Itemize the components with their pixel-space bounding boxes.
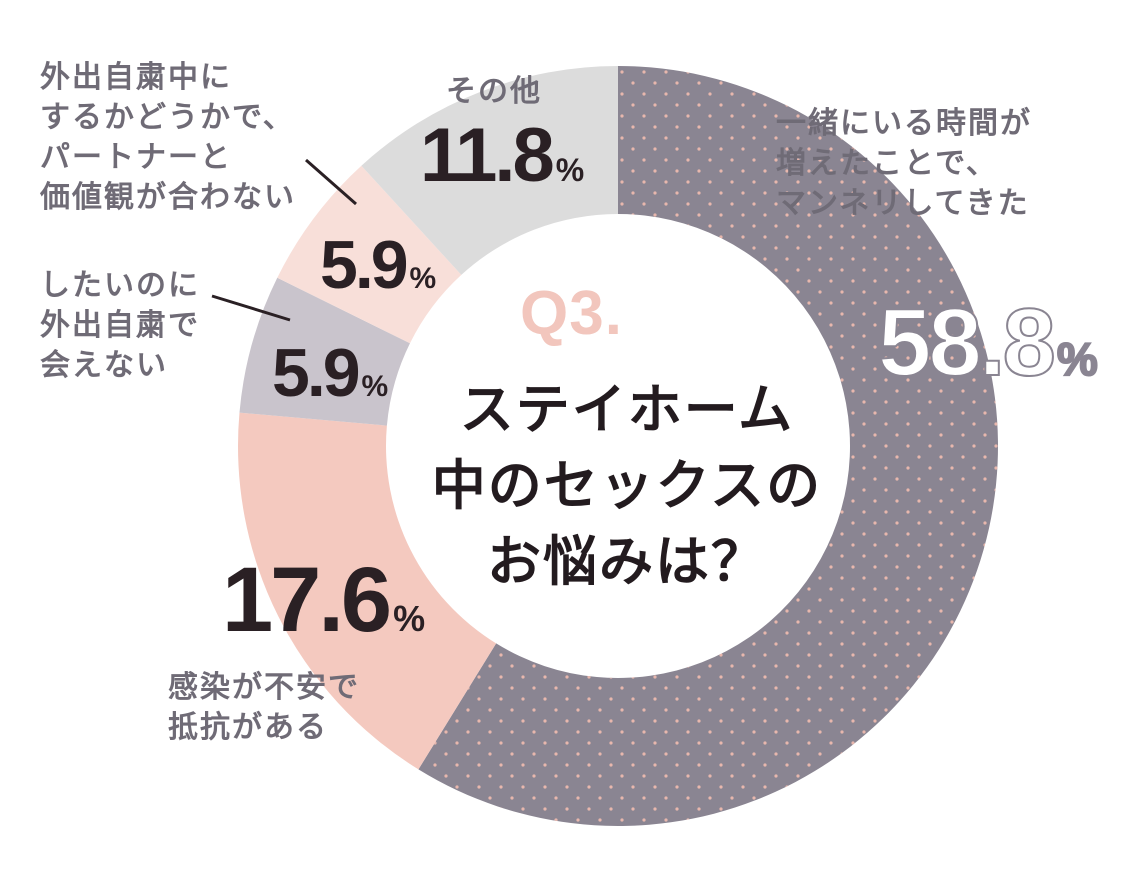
slice-label-other: その他 xyxy=(446,74,542,109)
slice-value-infection-anxiety: 17.6% xyxy=(222,548,425,653)
slice-other xyxy=(361,66,618,275)
donut-hole xyxy=(388,216,848,676)
percent-unit: % xyxy=(1056,332,1099,386)
slice-value-mannerism-number: 58.8 xyxy=(877,288,1057,397)
percent-unit: % xyxy=(555,152,585,188)
percent-unit: % xyxy=(393,598,426,639)
question-number: Q3. xyxy=(520,279,623,348)
slice-value-values-differ-number: 5.9 xyxy=(320,227,409,303)
slice-value-values-differ: 5.9% xyxy=(320,226,436,304)
slice-values-differ xyxy=(277,165,462,344)
slice-label-values-differ: 外出自粛中に するかどうかで、 パートナーと 価値観が合わない xyxy=(40,60,296,215)
chart-title: ステイホーム 中のセックスの お悩みは？ xyxy=(431,378,823,593)
slice-value-mannerism: 58.8% xyxy=(877,288,1099,398)
slice-label-cannot-meet: したいのに 外出自粛で 会えない xyxy=(40,268,200,383)
slice-mannerism-dot-pattern xyxy=(418,66,998,826)
slice-label-mannerism: 一緒にいる時間が 増えたことで、 マンネリしてきた xyxy=(776,106,1032,221)
slice-value-cannot-meet: 5.9% xyxy=(272,334,388,412)
percent-unit: % xyxy=(361,370,389,403)
slice-cannot-meet xyxy=(239,277,410,426)
leader-line-cannot-meet xyxy=(211,294,291,322)
leader-line-values-differ xyxy=(305,158,357,206)
slice-infection-anxiety xyxy=(237,412,497,770)
slice-value-infection-anxiety-number: 17.6 xyxy=(222,549,392,651)
slice-value-other: 11.8% xyxy=(420,112,584,199)
slice-value-other-number: 11.8 xyxy=(420,113,555,198)
percent-unit: % xyxy=(409,262,437,295)
slice-value-cannot-meet-number: 5.9 xyxy=(272,335,361,411)
slice-label-infection-anxiety: 感染が不安で 抵抗がある xyxy=(168,670,360,745)
